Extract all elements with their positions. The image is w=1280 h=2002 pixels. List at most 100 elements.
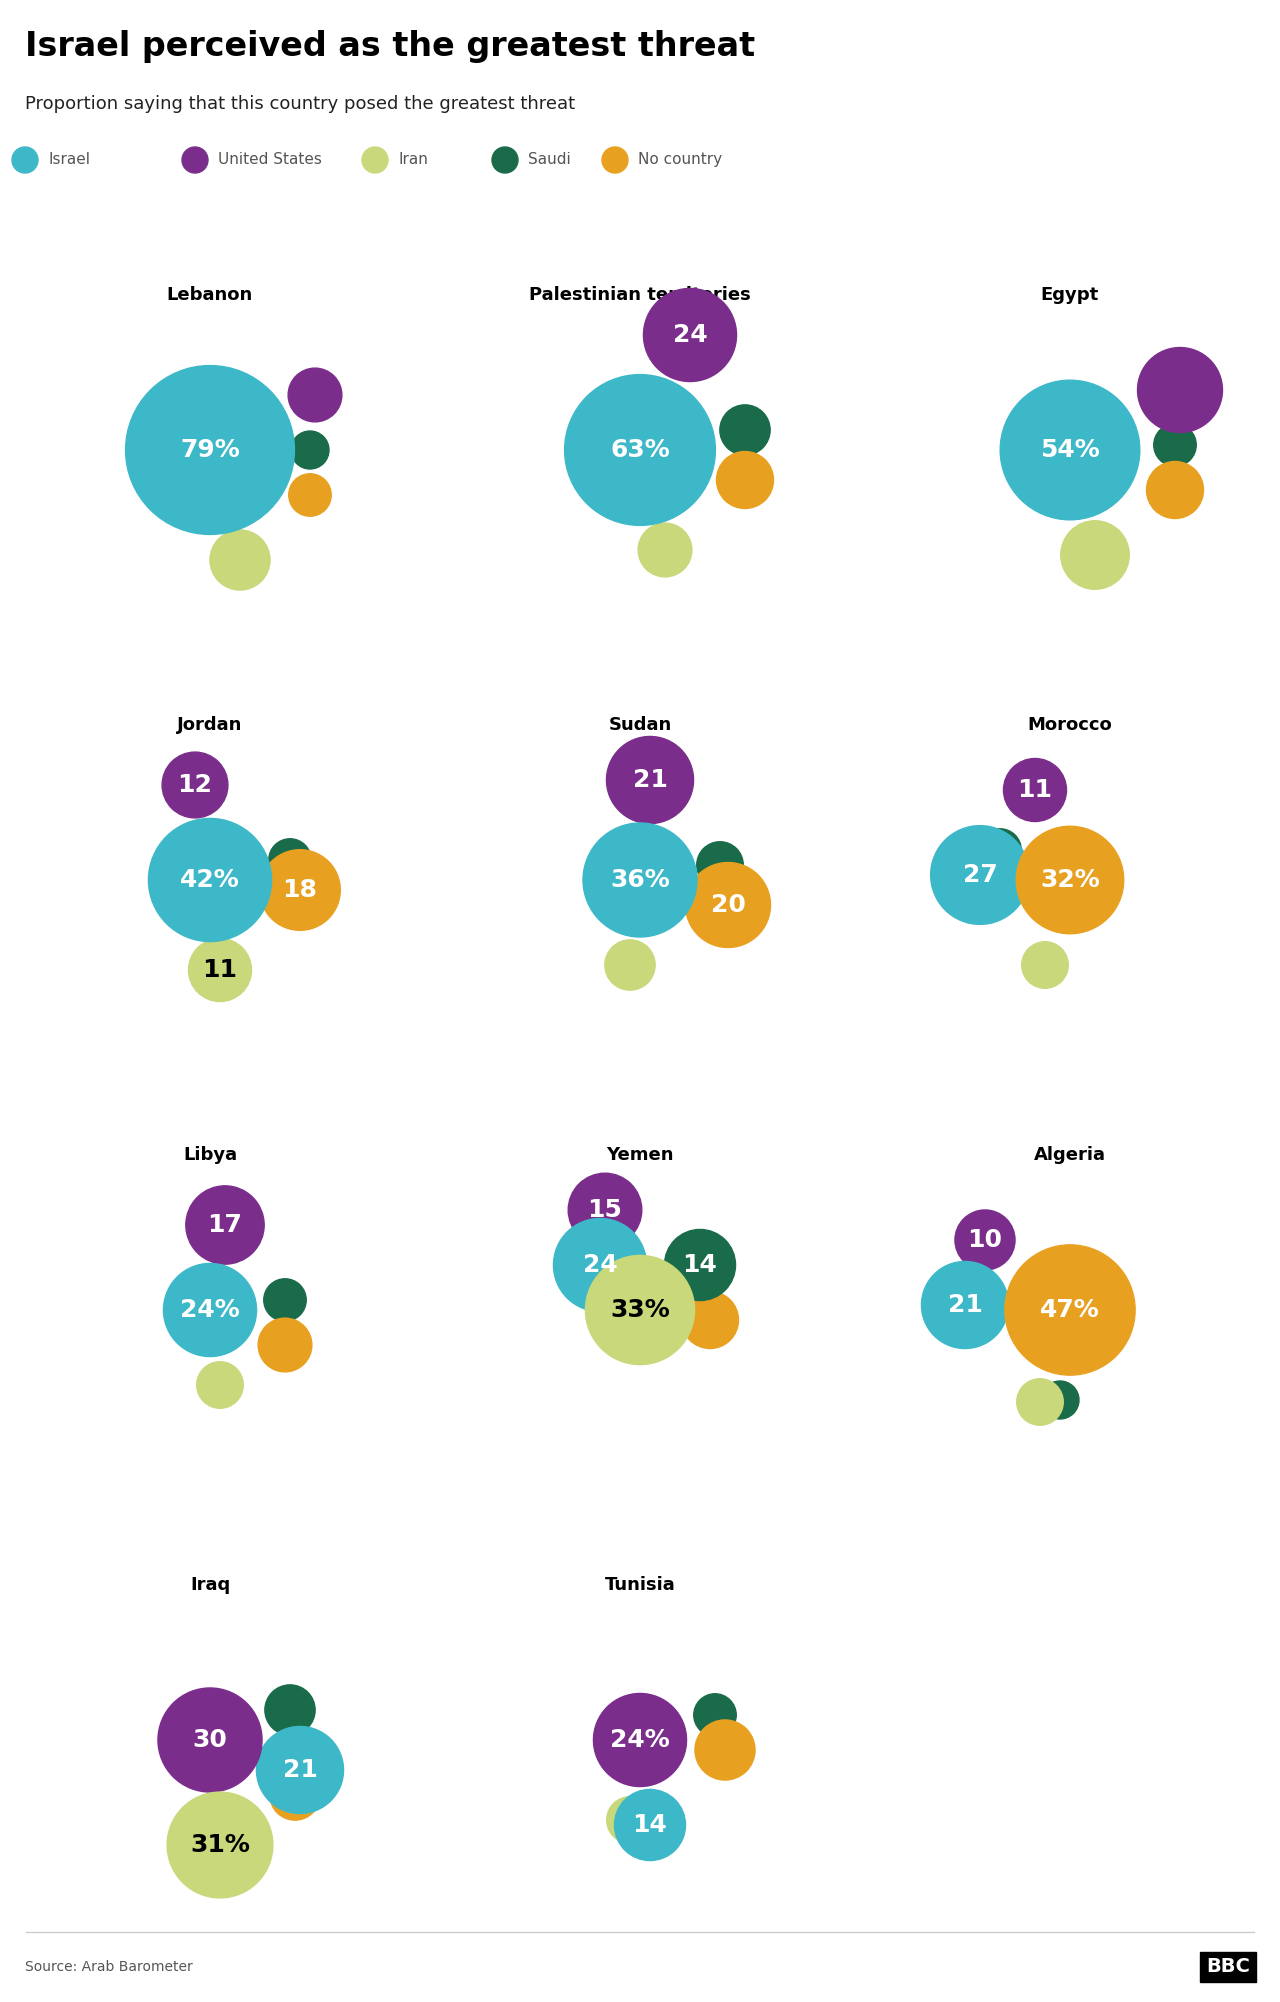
Text: Proportion saying that this country posed the greatest threat: Proportion saying that this country pose… bbox=[26, 94, 575, 112]
Text: 14: 14 bbox=[632, 1814, 667, 1838]
Circle shape bbox=[1138, 348, 1222, 432]
Text: Iraq: Iraq bbox=[189, 1576, 230, 1594]
Circle shape bbox=[686, 863, 771, 947]
Text: 30: 30 bbox=[192, 1728, 228, 1752]
Text: 12: 12 bbox=[178, 773, 212, 797]
Text: 10: 10 bbox=[968, 1227, 1002, 1251]
Circle shape bbox=[553, 1219, 646, 1311]
Text: Tunisia: Tunisia bbox=[604, 1576, 676, 1594]
Circle shape bbox=[270, 1770, 320, 1820]
Circle shape bbox=[695, 1720, 755, 1780]
Circle shape bbox=[164, 1263, 256, 1357]
Text: 47%: 47% bbox=[1041, 1297, 1100, 1321]
Circle shape bbox=[694, 1694, 736, 1736]
Circle shape bbox=[12, 146, 38, 172]
Text: 32%: 32% bbox=[1041, 869, 1100, 893]
Circle shape bbox=[922, 1261, 1009, 1349]
Circle shape bbox=[186, 1185, 264, 1263]
Text: 24: 24 bbox=[582, 1253, 617, 1277]
Text: 18: 18 bbox=[283, 879, 317, 903]
Text: Yemen: Yemen bbox=[607, 1145, 673, 1163]
Circle shape bbox=[719, 404, 771, 454]
Circle shape bbox=[644, 288, 736, 382]
Text: Iran: Iran bbox=[398, 152, 428, 168]
Text: Libya: Libya bbox=[183, 1145, 237, 1163]
Text: Sudan: Sudan bbox=[608, 717, 672, 735]
Circle shape bbox=[1061, 521, 1129, 589]
Circle shape bbox=[607, 1796, 653, 1844]
Circle shape bbox=[256, 1726, 343, 1814]
Circle shape bbox=[568, 1173, 641, 1247]
Circle shape bbox=[717, 452, 773, 509]
Text: No country: No country bbox=[637, 152, 722, 168]
Circle shape bbox=[289, 474, 332, 517]
Text: Source: Arab Barometer: Source: Arab Barometer bbox=[26, 1960, 193, 1974]
Text: 42%: 42% bbox=[180, 869, 239, 893]
Circle shape bbox=[1153, 424, 1197, 466]
Text: 21: 21 bbox=[947, 1293, 983, 1317]
Circle shape bbox=[585, 1255, 695, 1365]
Circle shape bbox=[163, 753, 228, 819]
Text: 33%: 33% bbox=[611, 1297, 669, 1321]
Text: 27: 27 bbox=[963, 863, 997, 887]
Circle shape bbox=[210, 531, 270, 591]
Text: Lebanon: Lebanon bbox=[166, 286, 253, 304]
Text: 17: 17 bbox=[207, 1213, 242, 1237]
Circle shape bbox=[1147, 462, 1203, 519]
Circle shape bbox=[1041, 1381, 1079, 1419]
Circle shape bbox=[362, 146, 388, 172]
Text: 24: 24 bbox=[672, 322, 708, 346]
Circle shape bbox=[614, 1790, 686, 1860]
Circle shape bbox=[696, 841, 744, 889]
Text: 54%: 54% bbox=[1041, 438, 1100, 462]
Circle shape bbox=[931, 825, 1029, 925]
Text: Egypt: Egypt bbox=[1041, 286, 1100, 304]
Text: BBC: BBC bbox=[1206, 1958, 1251, 1976]
Circle shape bbox=[492, 146, 518, 172]
Text: 15: 15 bbox=[588, 1197, 622, 1221]
Text: Palestinian territories: Palestinian territories bbox=[529, 286, 751, 304]
Circle shape bbox=[639, 523, 692, 577]
Circle shape bbox=[582, 823, 698, 937]
Text: 11: 11 bbox=[1018, 779, 1052, 803]
Circle shape bbox=[1021, 941, 1069, 989]
Circle shape bbox=[1016, 1379, 1064, 1425]
Circle shape bbox=[259, 1317, 312, 1371]
Circle shape bbox=[955, 1209, 1015, 1269]
Text: 21: 21 bbox=[283, 1758, 317, 1782]
Text: Morocco: Morocco bbox=[1028, 717, 1112, 735]
Text: 20: 20 bbox=[710, 893, 745, 917]
Circle shape bbox=[264, 1279, 306, 1321]
Text: 21: 21 bbox=[632, 769, 667, 793]
Circle shape bbox=[564, 374, 716, 525]
Circle shape bbox=[188, 939, 251, 1001]
Text: Israel perceived as the greatest threat: Israel perceived as the greatest threat bbox=[26, 30, 755, 62]
Text: Jordan: Jordan bbox=[178, 717, 243, 735]
Circle shape bbox=[1016, 827, 1124, 933]
Circle shape bbox=[291, 430, 329, 468]
Circle shape bbox=[607, 737, 694, 823]
Text: Algeria: Algeria bbox=[1034, 1145, 1106, 1163]
Text: 11: 11 bbox=[202, 959, 238, 983]
Circle shape bbox=[288, 368, 342, 422]
Circle shape bbox=[1004, 759, 1066, 821]
Text: 36%: 36% bbox=[611, 869, 669, 893]
Circle shape bbox=[182, 146, 207, 172]
Circle shape bbox=[594, 1694, 686, 1786]
Text: Israel: Israel bbox=[49, 152, 90, 168]
Circle shape bbox=[168, 1792, 273, 1898]
Circle shape bbox=[265, 1686, 315, 1736]
Text: 63%: 63% bbox=[611, 438, 669, 462]
Text: 14: 14 bbox=[682, 1253, 717, 1277]
Text: 31%: 31% bbox=[189, 1834, 250, 1858]
Circle shape bbox=[269, 839, 311, 881]
Circle shape bbox=[157, 1688, 262, 1792]
Circle shape bbox=[602, 146, 628, 172]
Text: 24%: 24% bbox=[611, 1728, 669, 1752]
Circle shape bbox=[605, 939, 655, 991]
Circle shape bbox=[260, 849, 340, 931]
Text: 24%: 24% bbox=[180, 1297, 239, 1321]
Circle shape bbox=[125, 366, 294, 535]
Circle shape bbox=[1005, 1245, 1135, 1375]
Circle shape bbox=[681, 1291, 739, 1349]
